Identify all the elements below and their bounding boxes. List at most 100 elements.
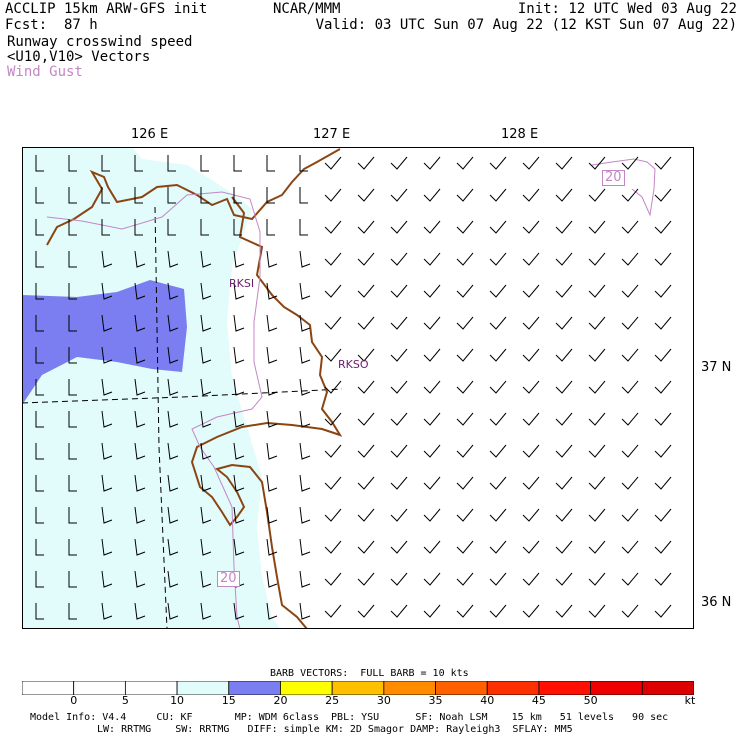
wind-barb bbox=[621, 284, 639, 298]
colorbar-segment bbox=[590, 681, 643, 695]
wind-barb bbox=[555, 444, 573, 458]
footer-physics-info: LW: RRTMG SW: RRTMG DIFF: simple KM: 2D … bbox=[97, 724, 573, 735]
wind-barb bbox=[489, 284, 507, 298]
colorbar-tick-label: 45 bbox=[531, 694, 546, 707]
wind-barb bbox=[555, 508, 573, 522]
wind-barb bbox=[35, 251, 44, 268]
wind-barb bbox=[68, 507, 77, 524]
wind-barb bbox=[200, 282, 212, 300]
wind-barb bbox=[489, 540, 507, 554]
colorbar-segment bbox=[486, 681, 540, 695]
wind-barb bbox=[489, 508, 507, 522]
wind-barb bbox=[522, 220, 540, 234]
wind-barb bbox=[423, 348, 441, 362]
wind-barb bbox=[489, 220, 507, 234]
wind-barb bbox=[489, 252, 507, 266]
wind-barb bbox=[134, 346, 146, 364]
wind-barb bbox=[621, 476, 639, 490]
wind-barb bbox=[167, 602, 179, 620]
gust-contour-label-sw: 20 bbox=[217, 571, 240, 587]
lat-label-36: 36 N bbox=[701, 595, 732, 610]
wind-barb bbox=[588, 188, 606, 202]
wind-barb bbox=[423, 156, 441, 170]
wind-barb bbox=[621, 380, 639, 394]
wind-barb bbox=[101, 346, 113, 364]
wind-barb bbox=[101, 602, 113, 620]
wind-barb bbox=[588, 572, 606, 586]
station-label-rksi: RKSI bbox=[229, 277, 255, 290]
wind-barb bbox=[390, 444, 408, 458]
wind-barb bbox=[101, 410, 113, 428]
wind-barb bbox=[390, 508, 408, 522]
wind-barb bbox=[101, 250, 113, 268]
wind-barb bbox=[456, 188, 474, 202]
wind-barb bbox=[167, 346, 179, 364]
wind-barb bbox=[390, 188, 408, 202]
wind-barb bbox=[266, 346, 278, 364]
wind-barb bbox=[266, 155, 275, 172]
colorbar-segment bbox=[22, 681, 75, 695]
wind-barb bbox=[35, 411, 44, 428]
wind-barb bbox=[101, 187, 110, 204]
wind-barb bbox=[357, 188, 375, 202]
wind-barb bbox=[324, 220, 342, 234]
wind-barb bbox=[233, 410, 245, 428]
init-time: Init: 12 UTC Wed 03 Aug 22 bbox=[517, 1, 737, 17]
wind-barb bbox=[456, 604, 474, 618]
wind-barb bbox=[423, 220, 441, 234]
wind-barb bbox=[101, 155, 110, 172]
wind-barb bbox=[324, 604, 342, 618]
colorbar-segment bbox=[176, 681, 230, 695]
colorbar-segment bbox=[641, 681, 694, 695]
wind-barb bbox=[324, 252, 342, 266]
wind-barb bbox=[324, 508, 342, 522]
wind-barb bbox=[390, 412, 408, 426]
wind-barb bbox=[555, 604, 573, 618]
wind-barb bbox=[200, 155, 209, 172]
wind-barb bbox=[357, 540, 375, 554]
wind-barb bbox=[489, 572, 507, 586]
wind-barb bbox=[654, 156, 672, 170]
wind-barb bbox=[324, 476, 342, 490]
wind-barb bbox=[233, 442, 245, 460]
wind-barb bbox=[101, 378, 113, 396]
wind-barb bbox=[555, 156, 573, 170]
wind-barb bbox=[101, 538, 113, 556]
wind-barb bbox=[299, 506, 311, 524]
wind-barb bbox=[233, 602, 245, 620]
wind-barb bbox=[299, 346, 311, 364]
wind-barb bbox=[522, 284, 540, 298]
wind-barb bbox=[35, 603, 44, 620]
wind-barb bbox=[456, 284, 474, 298]
wind-barb bbox=[588, 156, 606, 170]
colorbar-segment bbox=[280, 681, 333, 695]
wind-barb bbox=[588, 444, 606, 458]
wind-barb bbox=[357, 156, 375, 170]
wind-barb bbox=[200, 250, 212, 268]
wind-barb bbox=[555, 252, 573, 266]
wind-barb bbox=[68, 347, 77, 364]
wind-barb bbox=[522, 444, 540, 458]
wind-barb bbox=[489, 476, 507, 490]
wind-barb bbox=[324, 188, 342, 202]
wind-barb bbox=[423, 316, 441, 330]
wind-barb bbox=[390, 348, 408, 362]
wind-barb bbox=[390, 284, 408, 298]
wind-barb bbox=[68, 379, 77, 396]
colorbar bbox=[22, 681, 694, 695]
coastline bbox=[46, 148, 343, 629]
colorbar-tick-label: 5 bbox=[121, 694, 129, 707]
wind-barb bbox=[588, 412, 606, 426]
wind-barb bbox=[621, 188, 639, 202]
wind-barb bbox=[522, 380, 540, 394]
wind-barb bbox=[390, 252, 408, 266]
wind-barb bbox=[200, 346, 212, 364]
wind-barb bbox=[588, 284, 606, 298]
wind-barb bbox=[200, 219, 209, 236]
wind-barb bbox=[654, 188, 672, 202]
wind-barb bbox=[654, 380, 672, 394]
crosswind-shading-10-15 bbox=[22, 147, 280, 629]
wind-barb bbox=[35, 475, 44, 492]
colorbar-segment bbox=[73, 681, 126, 695]
colorbar-tick-label: 20 bbox=[273, 694, 288, 707]
